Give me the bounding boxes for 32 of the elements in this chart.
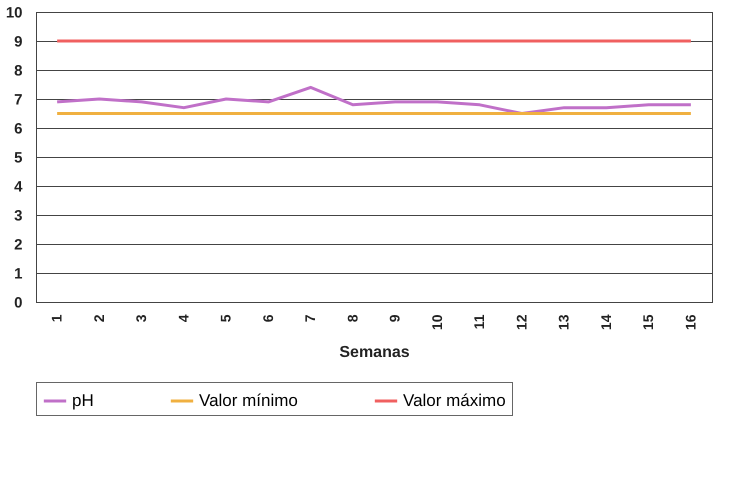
x-tick-label: 12 — [513, 314, 530, 330]
y-tick-label: 2 — [14, 236, 22, 254]
x-tick-label: 11 — [471, 314, 488, 330]
x-tick-label: 10 — [428, 314, 445, 330]
y-tick-label: 7 — [14, 92, 22, 108]
x-tick-label: 1 — [48, 314, 65, 322]
line-series — [56, 86, 692, 115]
x-tick-label: 15 — [640, 314, 656, 330]
x-tick-label: 13 — [556, 314, 572, 330]
x-axis-title: Semanas — [339, 344, 410, 362]
x-tick-label: 8 — [344, 314, 360, 322]
x-tick-label: 3 — [133, 314, 150, 322]
y-tick-label: 8 — [14, 62, 22, 80]
x-tick-label: 6 — [260, 314, 276, 322]
x-tick-label: 9 — [386, 314, 403, 322]
y-tick-label: 10 — [6, 4, 22, 22]
y-tick-label: 6 — [14, 120, 22, 138]
x-tick-label: 7 — [302, 314, 318, 322]
legend-label: Valor máximo — [403, 391, 506, 410]
x-tick-label: 5 — [218, 314, 234, 322]
legend-label: Valor mínimo — [199, 391, 298, 410]
y-tick-label: 9 — [14, 34, 22, 50]
x-tick-label: 2 — [90, 314, 107, 322]
y-tick-label: 3 — [14, 208, 22, 224]
x-tick-label: 14 — [598, 314, 614, 330]
y-tick-label: 4 — [14, 178, 24, 196]
y-tick-label: 0 — [14, 294, 22, 312]
legend-label: pH — [72, 391, 94, 410]
y-tick-label: 5 — [14, 150, 22, 166]
y-tick-label: 1 — [14, 266, 22, 282]
x-tick-label: 4 — [175, 314, 192, 322]
x-tick-label: 16 — [682, 314, 698, 330]
